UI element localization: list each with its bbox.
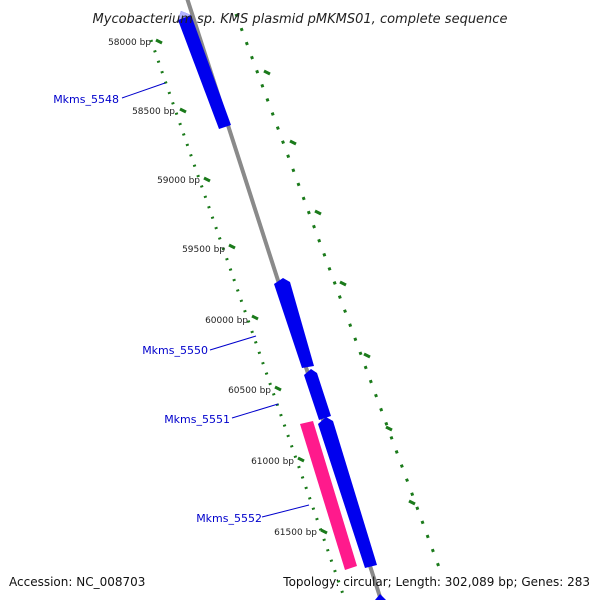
gene-label[interactable]: Mkms_5548 bbox=[53, 93, 119, 106]
connector-mkms-5551 bbox=[231, 403, 279, 419]
inner-major-ticks bbox=[155, 38, 328, 535]
inner-major-tick bbox=[155, 38, 163, 45]
gene-arrow-mkms-5550[interactable] bbox=[274, 278, 314, 368]
scale-labels: 58000 bp 58500 bp 59000 bp 59500 bp 6000… bbox=[108, 38, 317, 538]
scale-label: 61000 bp bbox=[251, 457, 294, 467]
scale-label: 59500 bp bbox=[182, 245, 225, 255]
gene-features bbox=[178, 11, 386, 600]
gene-arrow-head-mkms-5548 bbox=[178, 11, 191, 20]
scale-label: 58000 bp bbox=[108, 38, 151, 48]
label-connectors bbox=[121, 82, 310, 518]
scale-label: 58500 bp bbox=[132, 107, 175, 117]
inner-major-tick bbox=[179, 107, 187, 114]
outer-major-tick bbox=[314, 209, 322, 216]
inner-major-tick bbox=[297, 456, 305, 463]
outer-major-tick bbox=[339, 280, 347, 287]
inner-major-tick bbox=[203, 176, 211, 183]
inner-major-tick bbox=[251, 314, 259, 321]
scale-label: 61500 bp bbox=[274, 528, 317, 538]
connector-mkms-5550 bbox=[209, 335, 257, 351]
scale-label: 60000 bp bbox=[205, 316, 248, 326]
map-title: Mycobacterium sp. KMS plasmid pMKMS01, c… bbox=[93, 12, 508, 27]
scale-label: 59000 bp bbox=[157, 176, 200, 186]
gene-arrow-mkms-5548[interactable] bbox=[178, 11, 231, 129]
outer-major-tick bbox=[385, 425, 393, 432]
inner-major-tick bbox=[228, 243, 236, 250]
gene-arrow-mkms-5551b[interactable] bbox=[318, 417, 377, 568]
accession-label: Accession: NC_008703 bbox=[9, 575, 145, 589]
sequence-summary: Topology: circular; Length: 302,089 bp; … bbox=[282, 575, 590, 589]
gene-label[interactable]: Mkms_5551 bbox=[164, 413, 230, 426]
scale-label: 60500 bp bbox=[228, 386, 271, 396]
gene-labels: Mkms_5548 Mkms_5550 Mkms_5551 Mkms_5552 bbox=[53, 93, 262, 525]
outer-major-tick bbox=[408, 499, 416, 506]
connector-mkms-5548 bbox=[121, 82, 166, 99]
outer-major-tick bbox=[263, 69, 271, 76]
gene-arrow-partial-bottom bbox=[375, 594, 386, 600]
gene-arrow-mkms-5551[interactable] bbox=[304, 369, 331, 420]
gene-label[interactable]: Mkms_5550 bbox=[142, 344, 208, 357]
inner-major-tick bbox=[274, 385, 282, 392]
gene-arrow-mkms-5552[interactable] bbox=[300, 421, 357, 570]
outer-major-ticks bbox=[263, 69, 416, 506]
outer-major-tick bbox=[363, 352, 371, 359]
outer-major-tick bbox=[289, 139, 297, 146]
inner-major-tick bbox=[320, 528, 328, 535]
connector-mkms-5552 bbox=[261, 504, 310, 518]
outer-tick-track bbox=[234, 13, 442, 571]
gene-label[interactable]: Mkms_5552 bbox=[196, 512, 262, 525]
